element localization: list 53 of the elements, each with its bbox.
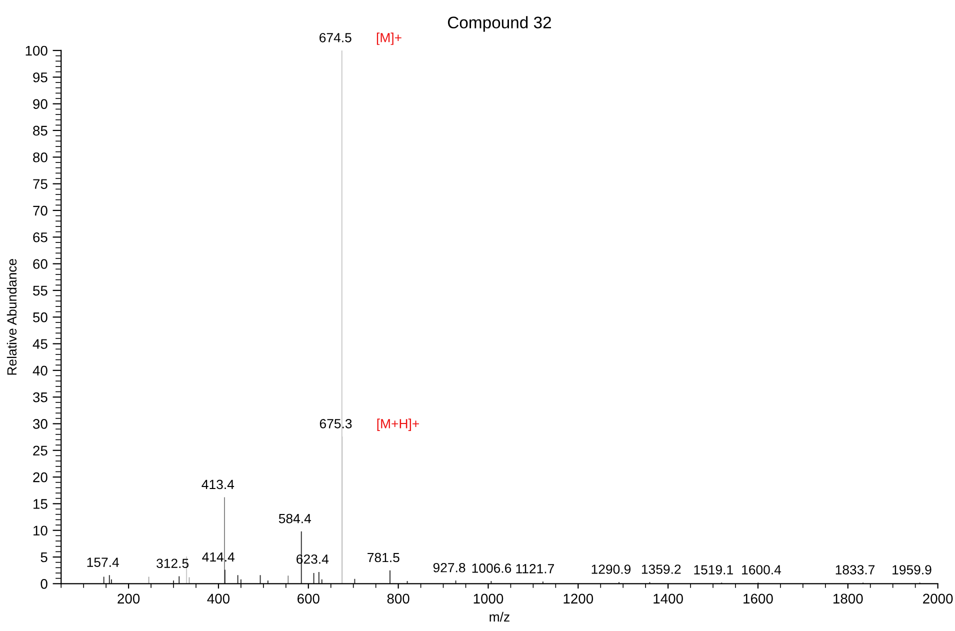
annotation: [M]+ <box>376 32 402 45</box>
y-tick-label: 30 <box>33 419 48 429</box>
annotation: 674.5 <box>320 32 352 42</box>
annotation: [M+H]+ <box>377 418 419 431</box>
x-tick-label: 2000 <box>923 594 953 604</box>
y-tick-label: 20 <box>33 472 48 482</box>
y-tick-label: 95 <box>33 72 48 82</box>
x-axis-title: m/z <box>490 612 510 622</box>
annotation: 1359.2 <box>642 564 681 574</box>
y-tick-label: 10 <box>34 526 48 536</box>
chart-title: Compound 32 <box>448 16 551 32</box>
x-tick-label: 1200 <box>564 594 594 604</box>
annotation: 414.4 <box>202 552 234 562</box>
y-tick-label: 5 <box>40 552 48 562</box>
y-tick-label: 70 <box>33 206 48 216</box>
annotation: 781.5 <box>368 552 400 562</box>
y-tick-label: 90 <box>33 99 48 109</box>
x-tick-label: 600 <box>298 594 320 604</box>
annotation: 1833.7 <box>836 565 875 574</box>
y-axis-title: Relative Abundance <box>6 258 17 375</box>
annotation: 1121.7 <box>516 564 554 574</box>
y-tick-label: 60 <box>33 259 48 269</box>
y-tick-label: 85 <box>33 126 48 136</box>
annotation: 1006.6 <box>472 564 512 573</box>
annotation: 1600.4 <box>742 565 782 574</box>
annotation: 157.4 <box>87 558 119 567</box>
x-tick-label: 1000 <box>474 594 504 604</box>
x-tick-label: 1600 <box>744 594 773 604</box>
y-tick-label: 80 <box>33 152 48 162</box>
y-tick-label: 50 <box>33 312 48 322</box>
annotation: 1519.1 <box>694 565 733 574</box>
y-tick-label: 65 <box>33 232 48 242</box>
x-tick-label: 400 <box>207 594 230 604</box>
y-tick-label: 100 <box>26 46 48 56</box>
annotation: 1959.9 <box>892 565 932 574</box>
y-tick-label: 25 <box>33 446 48 456</box>
y-tick-label: 35 <box>33 392 48 402</box>
y-tick-label: 75 <box>33 179 48 189</box>
x-tick-label: 200 <box>118 594 140 604</box>
y-tick-label: 40 <box>32 366 48 376</box>
annotation: 584.4 <box>278 514 312 524</box>
x-tick-label: 1800 <box>834 594 863 604</box>
y-tick-label: 15 <box>34 499 48 509</box>
x-tick-label: 800 <box>387 594 410 604</box>
annotation: 927.8 <box>433 562 466 572</box>
annotation: 675.3 <box>320 419 352 428</box>
annotation: 312.5 <box>156 558 189 568</box>
y-tick-label: 55 <box>33 286 48 296</box>
y-tick-label: 0 <box>40 579 48 589</box>
annotation: 413.4 <box>202 480 234 490</box>
y-tick-label: 45 <box>32 339 48 349</box>
x-tick-label: 1400 <box>654 594 683 604</box>
annotation: 1290.9 <box>592 564 631 574</box>
